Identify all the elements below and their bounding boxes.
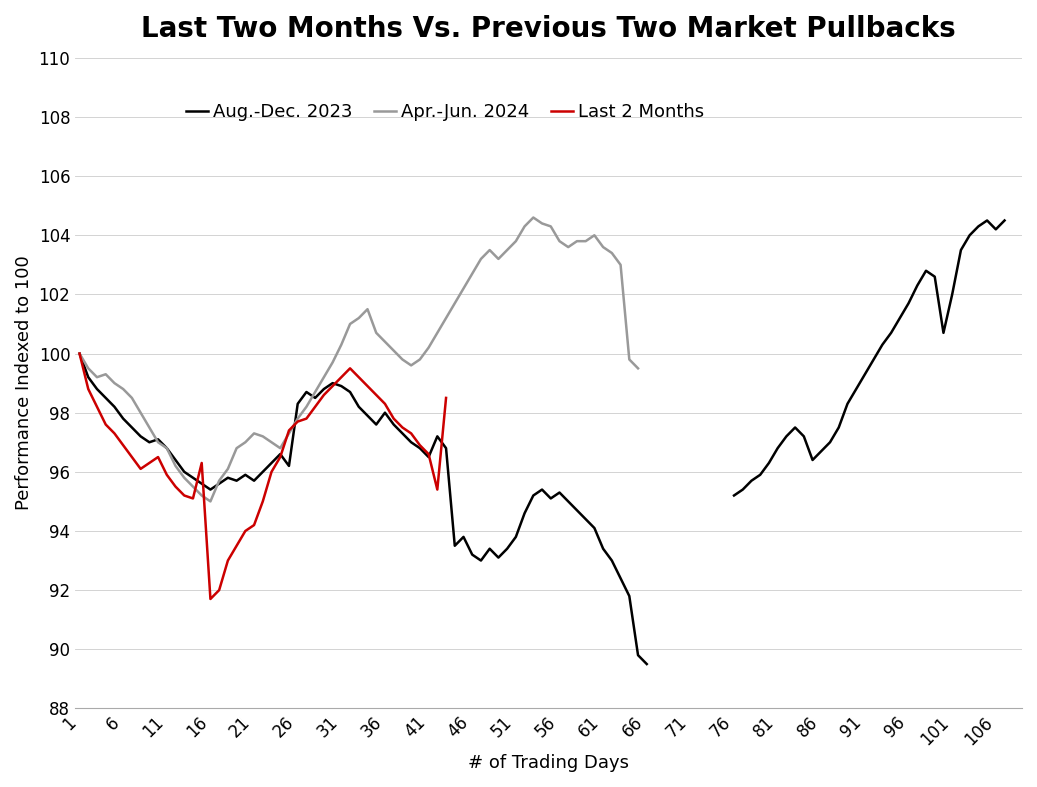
Line: Aug.-Dec. 2023: Aug.-Dec. 2023: [80, 220, 1005, 664]
Last 2 Months: [74, 349, 86, 358]
Apr.-Jun. 2024: [169, 461, 181, 471]
Line: Last 2 Months: Last 2 Months: [80, 353, 446, 599]
Aug.-Dec. 2023: [902, 298, 915, 308]
Last 2 Months: [414, 441, 426, 450]
Aug.-Dec. 2023: [999, 216, 1011, 225]
Aug.-Dec. 2023: [946, 290, 958, 299]
Apr.-Jun. 2024: [222, 464, 234, 474]
Apr.-Jun. 2024: [509, 236, 522, 246]
Legend: Aug.-Dec. 2023, Apr.-Jun. 2024, Last 2 Months: Aug.-Dec. 2023, Apr.-Jun. 2024, Last 2 M…: [178, 96, 711, 128]
X-axis label: # of Trading Days: # of Trading Days: [468, 754, 629, 772]
Title: Last Two Months Vs. Previous Two Market Pullbacks: Last Two Months Vs. Previous Two Market …: [141, 15, 956, 43]
Aug.-Dec. 2023: [823, 438, 836, 447]
Aug.-Dec. 2023: [780, 431, 792, 441]
Aug.-Dec. 2023: [74, 349, 86, 358]
Aug.-Dec. 2023: [736, 485, 749, 494]
Apr.-Jun. 2024: [74, 349, 86, 358]
Y-axis label: Performance Indexed to 100: Performance Indexed to 100: [15, 256, 33, 511]
Line: Apr.-Jun. 2024: Apr.-Jun. 2024: [80, 217, 638, 501]
Aug.-Dec. 2023: [353, 402, 365, 412]
